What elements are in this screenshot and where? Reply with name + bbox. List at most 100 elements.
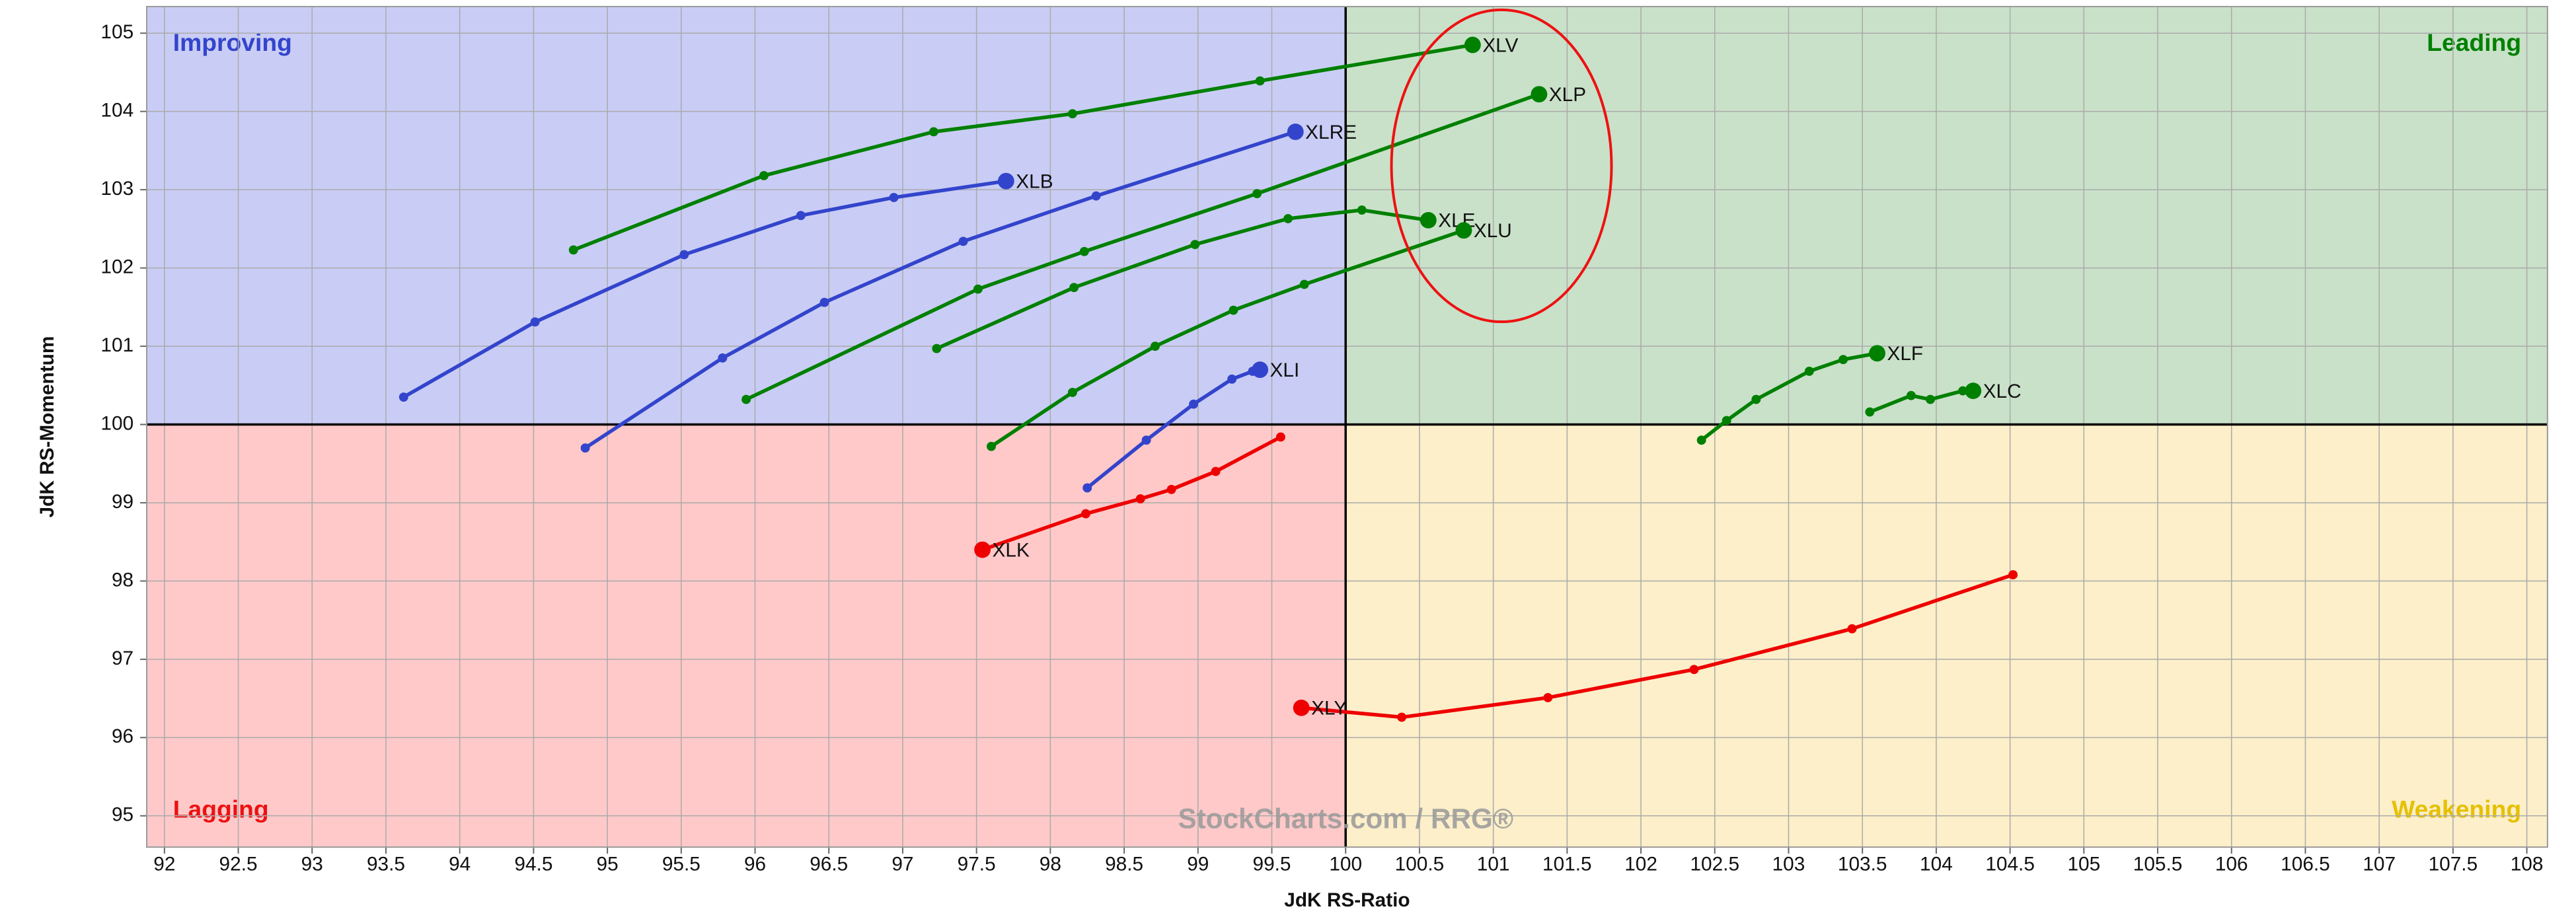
tail-point (1069, 283, 1079, 293)
x-tick-label: 100.5 (1395, 853, 1445, 875)
tail-point (932, 344, 942, 353)
tail-point (679, 250, 689, 260)
head-point (1464, 36, 1481, 54)
x-tick-label: 93.5 (367, 853, 405, 875)
tail-point (987, 441, 996, 451)
head-point (1869, 345, 1885, 362)
tail-point (1211, 466, 1221, 476)
x-tick-label: 96 (744, 853, 766, 875)
tail-point (1865, 407, 1875, 417)
x-tick-label: 99.5 (1253, 853, 1291, 875)
x-tick-label: 101 (1477, 853, 1510, 875)
tail-point (1189, 399, 1199, 409)
series-label: XLU (1474, 220, 1512, 242)
tail-line (989, 228, 1466, 449)
tail-line (1299, 573, 2015, 719)
head-point (997, 172, 1014, 190)
tail-point (958, 237, 968, 246)
head-point (1252, 361, 1269, 379)
tail-point (1299, 279, 1309, 289)
tail-point (741, 394, 751, 404)
tail-point (1229, 305, 1238, 315)
x-tick-label: 104 (1920, 853, 1953, 875)
tail-line (1699, 351, 1879, 442)
tail-point (1543, 692, 1553, 702)
tail-point (1255, 76, 1265, 86)
x-tick-label: 105 (2067, 853, 2100, 875)
y-axis-label: JdK RS-Momentum (36, 336, 58, 518)
tail-line (934, 208, 1431, 351)
head-point (1293, 699, 1310, 716)
x-tick-label: 104.5 (1985, 853, 2035, 875)
x-axis-label: JdK RS-Ratio (1284, 889, 1410, 911)
tail-point (2008, 570, 2018, 579)
x-tick-label: 94.5 (514, 853, 552, 875)
x-tick-label: 108 (2511, 853, 2544, 875)
x-tick-label: 97 (891, 853, 913, 875)
quadrant-label: Lagging (173, 795, 269, 823)
tail-point (1141, 435, 1151, 445)
series-label: XLC (1983, 381, 2022, 402)
x-tick-label: 105.5 (2133, 853, 2183, 875)
tail-point (759, 170, 769, 180)
x-tick-label: 98 (1040, 853, 1061, 875)
series-label: XLY (1311, 698, 1347, 719)
x-tick-label: 92.5 (219, 853, 258, 875)
tail-point (398, 392, 408, 402)
y-tick-label: 97 (112, 647, 133, 669)
series-label: XLI (1270, 359, 1300, 381)
x-tick-label: 101.5 (1542, 853, 1592, 875)
x-tick-label: 107.5 (2429, 853, 2478, 875)
x-tick-label: 93 (301, 853, 323, 875)
tail-point (580, 443, 590, 453)
x-tick-label: 98.5 (1105, 853, 1143, 875)
y-tick-label: 102 (100, 256, 133, 277)
tail-point (1135, 494, 1145, 503)
tail-point (1079, 246, 1089, 256)
y-tick-label: 101 (100, 334, 133, 356)
tail-point (819, 297, 829, 307)
highlight-ellipse (1390, 8, 1613, 324)
x-tick-label: 103.5 (1838, 853, 1887, 875)
tail-point (1722, 416, 1731, 425)
tail-point (1847, 624, 1857, 634)
tail-line (571, 43, 1475, 252)
watermark: StockCharts.com / RRG® (1178, 803, 1513, 834)
tail-point (928, 127, 938, 137)
y-tick-label: 103 (100, 178, 133, 200)
tail-point (1151, 342, 1160, 351)
tail-line (980, 435, 1283, 552)
tail-point (1275, 432, 1285, 442)
x-tick-label: 102 (1624, 853, 1657, 875)
tail-point (1082, 483, 1092, 493)
head-point (1287, 124, 1304, 140)
head-point (1531, 86, 1548, 103)
tail-point (1958, 386, 1968, 396)
tail-point (1283, 214, 1293, 223)
quadrants: Improving Leading Lagging Weakening (147, 6, 2548, 848)
x-tick-label: 107 (2363, 853, 2396, 875)
quadrant (147, 6, 1346, 425)
series-label: XLV (1482, 34, 1518, 56)
series-label: XLF (1887, 343, 1923, 365)
quadrant-label: Weakening (2392, 795, 2521, 823)
x-tick-label: 92 (153, 853, 175, 875)
tail-point (1081, 509, 1090, 519)
head-point (974, 541, 991, 558)
series-label: XLK (993, 539, 1030, 561)
head-point (1965, 383, 1982, 399)
tail-point (973, 284, 983, 294)
tail-point (530, 317, 540, 327)
series-label: XLB (1016, 170, 1053, 192)
tail-point (718, 353, 728, 363)
head-point (1455, 222, 1472, 239)
tail-point (1357, 205, 1367, 215)
quadrant (1345, 424, 2548, 848)
quadrant-label: Improving (173, 28, 292, 56)
y-tick-label: 100 (100, 412, 133, 434)
x-tick-label: 94 (449, 853, 471, 875)
tail-point (1091, 191, 1101, 201)
tail-point (1227, 374, 1237, 384)
tail-point (1166, 484, 1176, 494)
